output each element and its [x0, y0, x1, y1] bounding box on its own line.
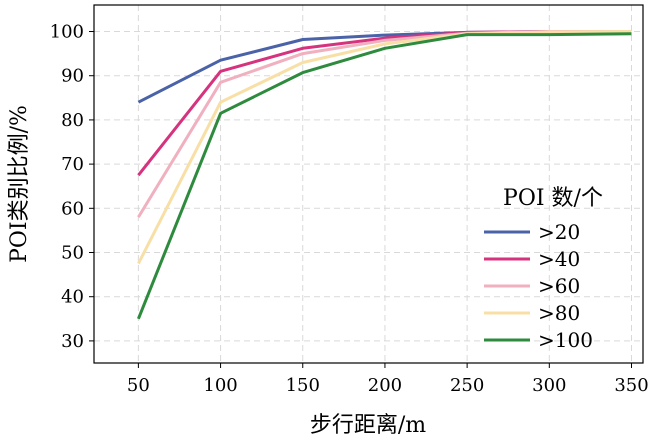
- y-tick-label: 30: [61, 331, 84, 352]
- legend: POI 数/个 >20 >40 >60 >80 >100: [484, 186, 603, 352]
- series-line: [137, 32, 632, 320]
- series-line: [137, 30, 632, 177]
- x-tick-label: 200: [368, 375, 402, 396]
- y-tick-label: 80: [61, 110, 84, 131]
- legend-label: >80: [538, 301, 580, 325]
- x-axis-label: 步行距离/m: [310, 413, 426, 436]
- y-tick-label: 40: [61, 287, 84, 308]
- y-tick-label: 70: [61, 154, 84, 175]
- grid-lines: [94, 5, 643, 363]
- legend-label: >100: [538, 328, 593, 352]
- x-tick-label: 300: [532, 375, 566, 396]
- axis-ticks: 50 100 150 200 250 300 350 30 40 50 60 70 80 90 100: [50, 22, 649, 396]
- y-tick-label: 90: [61, 66, 84, 87]
- x-tick-label: 50: [127, 375, 150, 396]
- y-tick-label: 50: [61, 243, 84, 264]
- y-tick-label: 100: [50, 22, 84, 43]
- series-lines: [137, 30, 632, 320]
- series-line: [137, 30, 632, 265]
- y-tick-label: 60: [61, 198, 84, 219]
- legend-title: POI 数/个: [503, 186, 603, 211]
- y-axis-label: POI类别比例/%: [7, 105, 32, 263]
- plot-frame: [93, 4, 644, 364]
- x-tick-label: 250: [450, 375, 484, 396]
- x-tick-label: 350: [614, 375, 648, 396]
- x-tick-label: 150: [286, 375, 320, 396]
- legend-label: >20: [538, 220, 580, 244]
- legend-label: >60: [538, 274, 580, 298]
- x-tick-label: 100: [203, 375, 237, 396]
- legend-label: >40: [538, 247, 580, 271]
